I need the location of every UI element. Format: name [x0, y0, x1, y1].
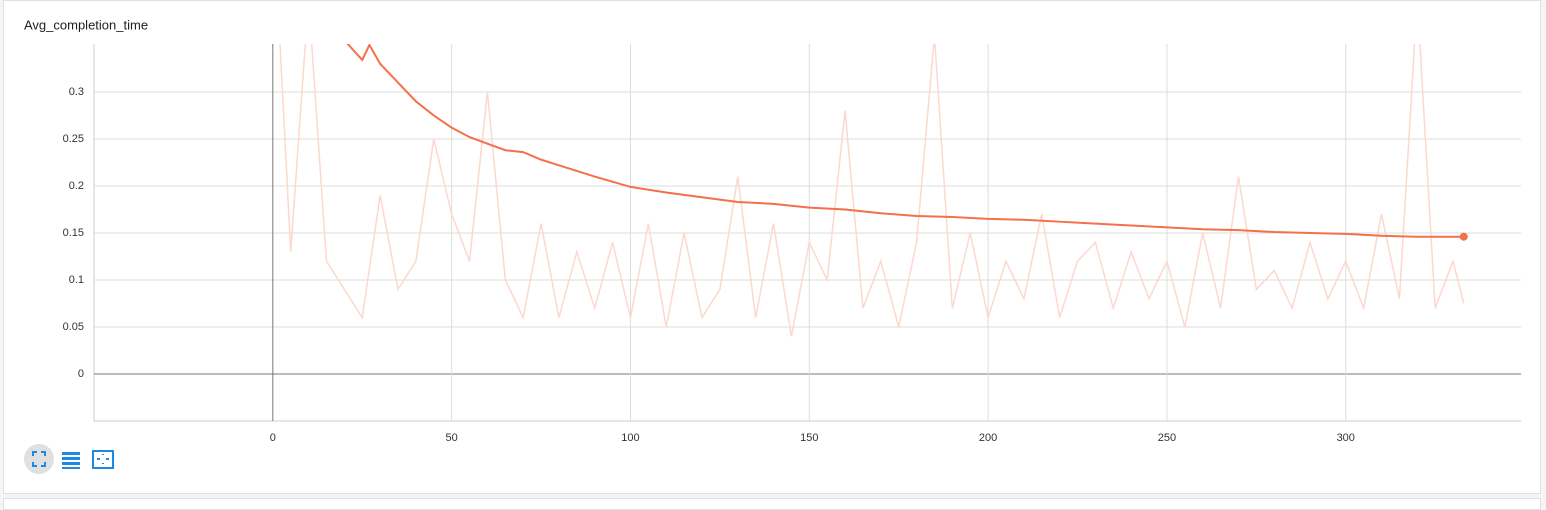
y-tick-label: 0.05	[63, 321, 84, 333]
y-tick-label: 0.3	[69, 86, 84, 98]
series-line	[279, 44, 1465, 337]
next-card	[3, 498, 1541, 510]
chart-title: Avg_completion_time	[24, 17, 148, 32]
x-tick-label: 0	[270, 432, 276, 444]
toolbar	[24, 444, 114, 474]
x-tick-label: 150	[800, 432, 818, 444]
y-tick-label: 0.25	[63, 133, 84, 145]
chart: Avg_completion_time 00.050.10.150.20.250…	[24, 17, 1521, 474]
y-tick-label: 0	[78, 368, 84, 380]
x-tick-label: 250	[1158, 432, 1176, 444]
y-tick-label: 0.2	[69, 180, 84, 192]
x-tick-label: 300	[1337, 432, 1355, 444]
plot-area	[279, 44, 1465, 337]
last-point	[1459, 232, 1468, 241]
log-button[interactable]	[62, 452, 80, 469]
y-tick-label: 0.1	[69, 274, 84, 286]
series-line	[346, 44, 1464, 238]
y-tick-label: 0.15	[63, 227, 84, 239]
card: Avg_completion_time 0 0.05 0.1 0.15 0.2 0.25 0…	[3, 0, 1541, 494]
x-tick-label: 200	[979, 432, 997, 444]
x-tick-label: 50	[446, 432, 458, 444]
range-button[interactable]	[92, 450, 114, 469]
grid: 0 0.05 0.1 0.15 0.2 0.25 0.3 0 50 100 150 200 250 300	[63, 44, 1521, 444]
fit-icon	[32, 451, 46, 467]
fit-button[interactable]	[24, 444, 54, 474]
x-tick-label: 100	[621, 432, 639, 444]
